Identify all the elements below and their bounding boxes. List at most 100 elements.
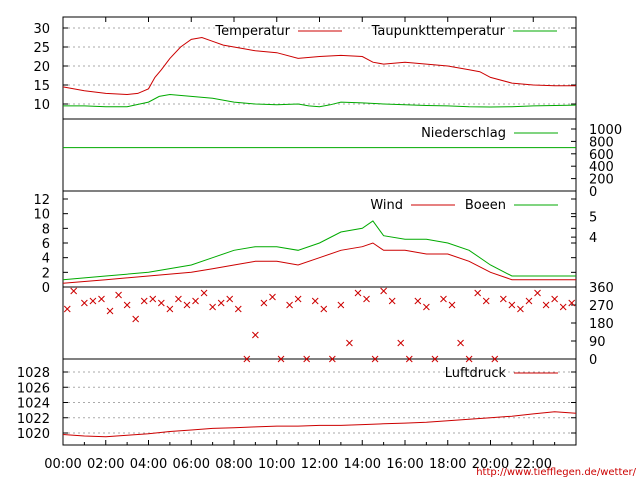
wind-direction-point bbox=[542, 301, 550, 309]
wind-direction-point bbox=[234, 305, 242, 313]
panel-wind_direction: 0 90 180 270 360 bbox=[63, 281, 614, 368]
wind-direction-point bbox=[405, 355, 413, 363]
y-tick-label: 1022 bbox=[17, 412, 50, 427]
y-tick-label: 10 bbox=[33, 208, 50, 223]
y-tick-label-right: 600 bbox=[589, 148, 614, 163]
wind-direction-point bbox=[508, 301, 516, 309]
legend-label: Temperatur bbox=[214, 24, 290, 39]
y-tick-label-right: 1000 bbox=[589, 123, 622, 138]
y-tick-label: 1024 bbox=[17, 397, 50, 412]
series-line-taupunkttemperatur bbox=[63, 93, 577, 108]
x-tick-label: 12:00 bbox=[301, 457, 338, 472]
wind-direction-point bbox=[320, 305, 328, 313]
panel-temperature: 10 15 20 25 30 Temperatur Taupunkttemperatur bbox=[33, 22, 577, 113]
series-line-luftdruck bbox=[62, 411, 577, 438]
y-tick-label: 0 bbox=[42, 281, 50, 296]
wind-direction-point bbox=[89, 297, 97, 305]
wind-direction-point bbox=[414, 297, 422, 305]
legend-label: Taupunkttemperatur bbox=[371, 24, 506, 39]
wind-direction-point bbox=[346, 339, 353, 347]
wind-direction-point bbox=[294, 295, 302, 303]
wind-direction-point bbox=[132, 315, 140, 323]
wind-direction-point bbox=[183, 301, 191, 309]
wind-direction-point bbox=[63, 305, 71, 313]
wind-direction-point bbox=[217, 299, 225, 307]
wind-direction-point bbox=[140, 297, 148, 305]
wind-direction-point bbox=[448, 301, 456, 309]
wind-direction-point bbox=[568, 299, 576, 307]
wind-direction-point bbox=[423, 303, 430, 311]
y-tick-label: 4 bbox=[42, 252, 50, 267]
x-tick-label: 20:00 bbox=[472, 457, 509, 472]
wind-direction-point bbox=[517, 305, 524, 313]
y-tick-label: 1020 bbox=[17, 427, 50, 442]
wind-direction-point bbox=[81, 299, 88, 307]
wind-direction-point bbox=[354, 289, 362, 297]
y-tick-label: 8 bbox=[42, 222, 50, 237]
y-tick-label-right: 270 bbox=[589, 299, 614, 314]
y-tick-label: 12 bbox=[33, 193, 50, 208]
wind-direction-point bbox=[286, 301, 293, 309]
y-tick-label-right: 360 bbox=[589, 281, 614, 296]
wind-direction-point bbox=[311, 297, 319, 305]
y-tick-label: 1026 bbox=[17, 381, 50, 396]
y-tick-label-right: 180 bbox=[589, 317, 614, 332]
wind-direction-point bbox=[115, 291, 122, 299]
x-tick-label: 08:00 bbox=[215, 457, 252, 472]
wind-direction-point bbox=[534, 289, 541, 297]
y-tick-label: 2 bbox=[42, 266, 50, 281]
y-tick-label: 30 bbox=[33, 22, 50, 37]
y-tick-label-right: 5 bbox=[589, 211, 597, 226]
wind-direction-point bbox=[371, 355, 379, 363]
wind-direction-point bbox=[457, 339, 464, 347]
y-tick-label-right: 0 bbox=[589, 353, 597, 368]
x-tick-label: 02:00 bbox=[87, 457, 124, 472]
x-tick-label: 22:00 bbox=[515, 457, 552, 472]
wind-direction-point bbox=[388, 297, 396, 305]
wind-direction-point bbox=[551, 295, 558, 303]
wind-direction-point bbox=[149, 295, 157, 303]
wind-direction-point bbox=[363, 295, 370, 303]
wind-direction-point bbox=[482, 297, 490, 305]
wind-direction-point bbox=[337, 301, 345, 309]
y-tick-label-right: 0 bbox=[589, 185, 597, 200]
wind-direction-point bbox=[431, 355, 439, 363]
wind-direction-point bbox=[252, 331, 259, 339]
wind-direction-point bbox=[499, 295, 507, 303]
wind-direction-point bbox=[474, 289, 482, 297]
x-tick-label: 04:00 bbox=[130, 457, 167, 472]
wind-direction-point bbox=[192, 297, 199, 305]
series-line-boeen bbox=[62, 220, 576, 281]
wind-direction-point bbox=[440, 295, 447, 303]
wind-direction-point bbox=[175, 295, 182, 303]
x-tick-label: 06:00 bbox=[173, 457, 210, 472]
y-tick-label: 20 bbox=[33, 60, 50, 75]
legend-label: Wind bbox=[370, 198, 403, 213]
wind-direction-point bbox=[200, 289, 208, 297]
x-tick-label: 18:00 bbox=[429, 457, 466, 472]
wind-direction-point bbox=[491, 355, 499, 363]
wind-direction-point bbox=[166, 305, 174, 313]
wind-direction-point bbox=[243, 355, 251, 363]
source-url[interactable]: http://www.tiefflegen.de/wetter/ bbox=[476, 467, 636, 478]
legend-label: Niederschlag bbox=[421, 126, 506, 141]
wind-direction-point bbox=[303, 355, 311, 363]
x-tick-label: 00:00 bbox=[44, 457, 81, 472]
wind-direction-point bbox=[328, 355, 336, 363]
y-tick-label: 6 bbox=[42, 237, 50, 252]
wind-direction-point bbox=[277, 355, 285, 363]
y-tick-label-right: 4 bbox=[589, 231, 597, 246]
x-tick-label: 16:00 bbox=[386, 457, 423, 472]
y-tick-label-right: 400 bbox=[589, 160, 614, 175]
y-tick-label: 1028 bbox=[17, 366, 50, 381]
wind-direction-point bbox=[380, 287, 387, 295]
wind-direction-point bbox=[157, 299, 165, 307]
wind-direction-point bbox=[397, 339, 405, 347]
legend-label: Luftdruck bbox=[445, 366, 507, 381]
wind-direction-point bbox=[209, 303, 216, 311]
y-tick-label: 25 bbox=[33, 41, 50, 56]
